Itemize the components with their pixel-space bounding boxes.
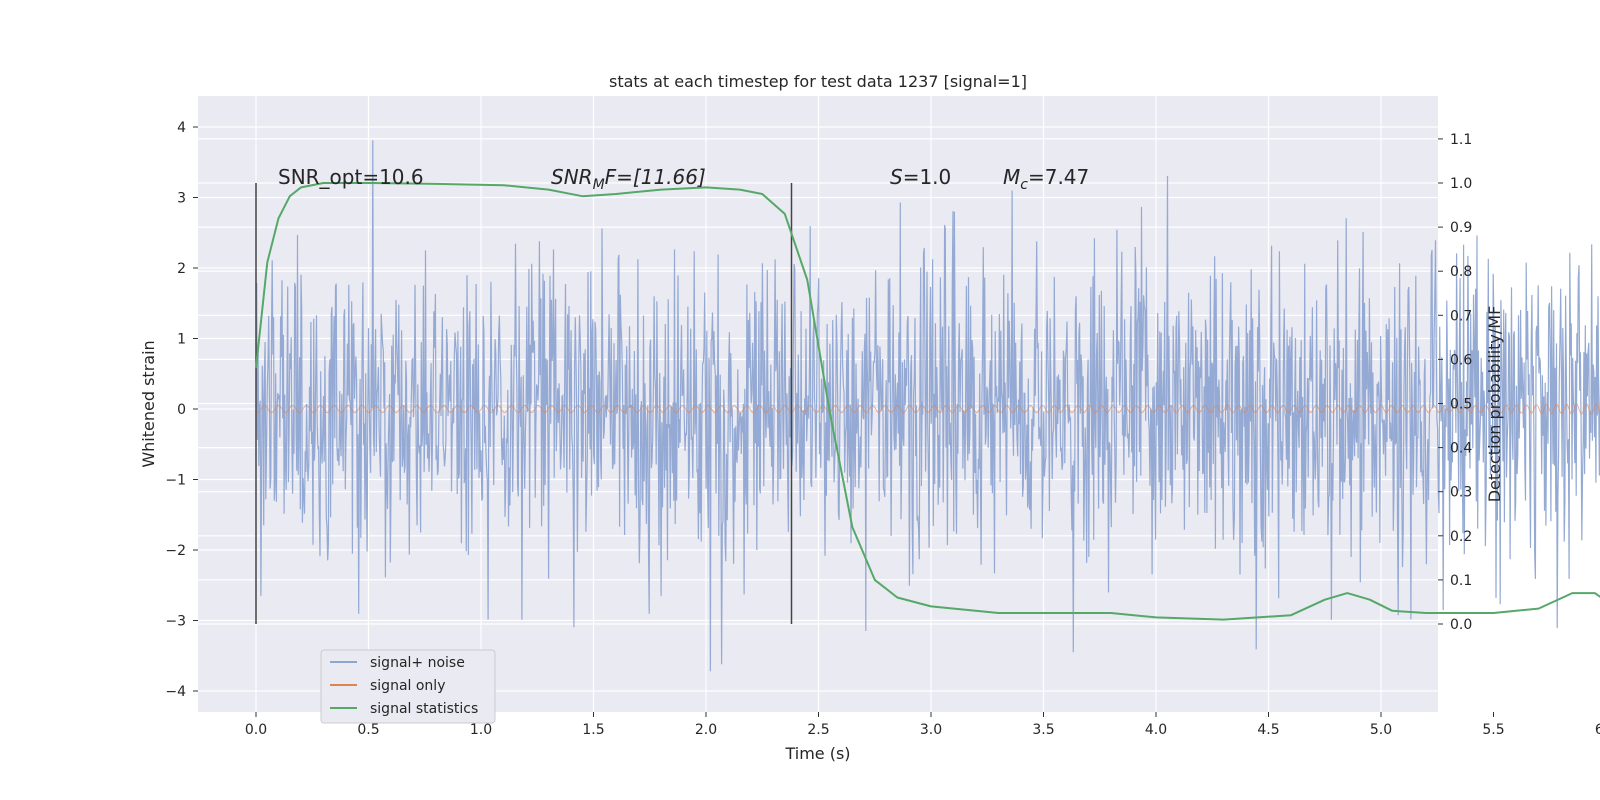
y-axis-right-ticks: 0.0 0.1 0.2 0.3 0.4 0.5 0.6 0.7 0.8 0.9 1.0 1.1: [1438, 132, 1472, 633]
y-tick-label: 2: [177, 261, 186, 277]
mc-var: M: [1003, 165, 1020, 189]
x-axis-ticks: 0.00.51.01.52.02.53.03.54.04.55.05.56.06…: [245, 712, 1600, 738]
y-right-tick-label: 0.5: [1450, 397, 1472, 413]
x-tick-label: 3.5: [1032, 722, 1054, 738]
statistics-series-layer: [255, 182, 1600, 621]
x-axis-label: Time (s): [784, 744, 850, 763]
legend-label-stats: signal statistics: [370, 701, 478, 717]
y-tick-label: −4: [165, 684, 186, 700]
s-var: S: [890, 165, 903, 189]
y-tick-label: 1: [177, 332, 186, 348]
signal-series-layer: [255, 403, 1600, 415]
chart-title: stats at each timestep for test data 123…: [609, 72, 1027, 91]
y-right-tick-label: 0.2: [1450, 529, 1472, 545]
y-right-tick-label: 1.1: [1450, 132, 1472, 148]
grid: [198, 96, 1495, 712]
x-tick-label: 2.5: [807, 722, 829, 738]
annotation-mc: Mc=7.47: [1003, 165, 1089, 193]
x-tick-label: 5.5: [1482, 722, 1504, 738]
y-tick-label: 3: [177, 191, 186, 207]
y-tick-label: 4: [177, 120, 186, 136]
legend: signal+ noise signal only signal statist…: [320, 649, 496, 724]
statistics-series-line: [255, 182, 1600, 621]
x-tick-label: 1.5: [582, 722, 604, 738]
s-val: =1.0: [903, 165, 952, 189]
signal-series-line: [255, 403, 1600, 415]
y-tick-label: 0: [177, 402, 186, 418]
y-tick-label: −3: [165, 614, 186, 630]
x-tick-label: 4.0: [1145, 722, 1167, 738]
vertical-markers: [255, 183, 793, 624]
mc-sub: c: [1020, 177, 1028, 193]
legend-label-noise: signal+ noise: [370, 655, 465, 671]
x-tick-label: 4.5: [1257, 722, 1279, 738]
y-right-tick-label: 1.0: [1450, 176, 1472, 192]
y-right-tick-label: 0.9: [1450, 220, 1472, 236]
y-right-tick-label: 0.4: [1450, 441, 1472, 457]
noise-series-layer: [255, 140, 1600, 672]
y-right-tick-label: 0.1: [1450, 573, 1472, 589]
y-right-tick-label: 0.6: [1450, 352, 1472, 368]
y-tick-label: −1: [165, 473, 186, 489]
legend-box: [320, 649, 496, 724]
y-axis-ticks: −4 −3 −2 −1 0 1 2 3 4: [165, 120, 198, 700]
annotation-snr-mf: SNRMF=[11.66]: [551, 165, 706, 193]
annotation-snr-opt: SNR_opt=10.6: [278, 165, 424, 189]
x-tick-label: 0.0: [245, 722, 267, 738]
x-tick-label: 6.0: [1595, 722, 1600, 738]
x-tick-label: 3.0: [920, 722, 942, 738]
mc-val: =7.47: [1028, 165, 1089, 189]
y-right-tick-label: 0.3: [1450, 485, 1472, 501]
x-tick-label: 5.0: [1370, 722, 1392, 738]
legend-label-signal: signal only: [370, 678, 445, 694]
snr-mf-base: SNR: [551, 165, 593, 189]
x-tick-label: 0.5: [357, 722, 379, 738]
y-axis-label: Whitened strain: [139, 340, 158, 467]
x-tick-label: 2.0: [695, 722, 717, 738]
snr-mf-sub: M: [593, 177, 605, 193]
snr-mf-rest: F=[11.66]: [605, 165, 706, 189]
annotation-s: S=1.0: [890, 165, 951, 189]
y-right-tick-label: 0.8: [1450, 264, 1472, 280]
y-tick-label: −2: [165, 543, 186, 559]
x-tick-label: 1.0: [470, 722, 492, 738]
y-right-tick-label: 0.0: [1450, 617, 1472, 633]
y-axis-right-label: Detection probability/MF: [1485, 306, 1504, 503]
noise-series-line: [255, 140, 1600, 672]
y-right-tick-label: 0.7: [1450, 308, 1472, 324]
